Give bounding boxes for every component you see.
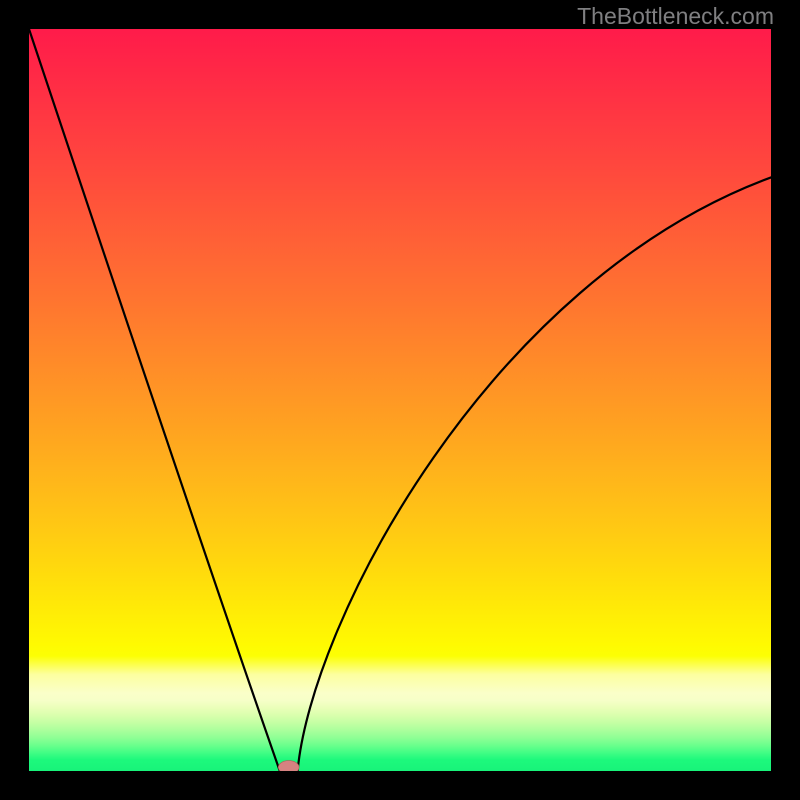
bottleneck-curve <box>29 29 771 771</box>
chart-frame: TheBottleneck.com <box>0 0 800 800</box>
notch-marker <box>278 761 299 771</box>
curve-layer <box>29 29 771 771</box>
plot-area <box>29 29 771 771</box>
watermark-text: TheBottleneck.com <box>577 3 774 30</box>
